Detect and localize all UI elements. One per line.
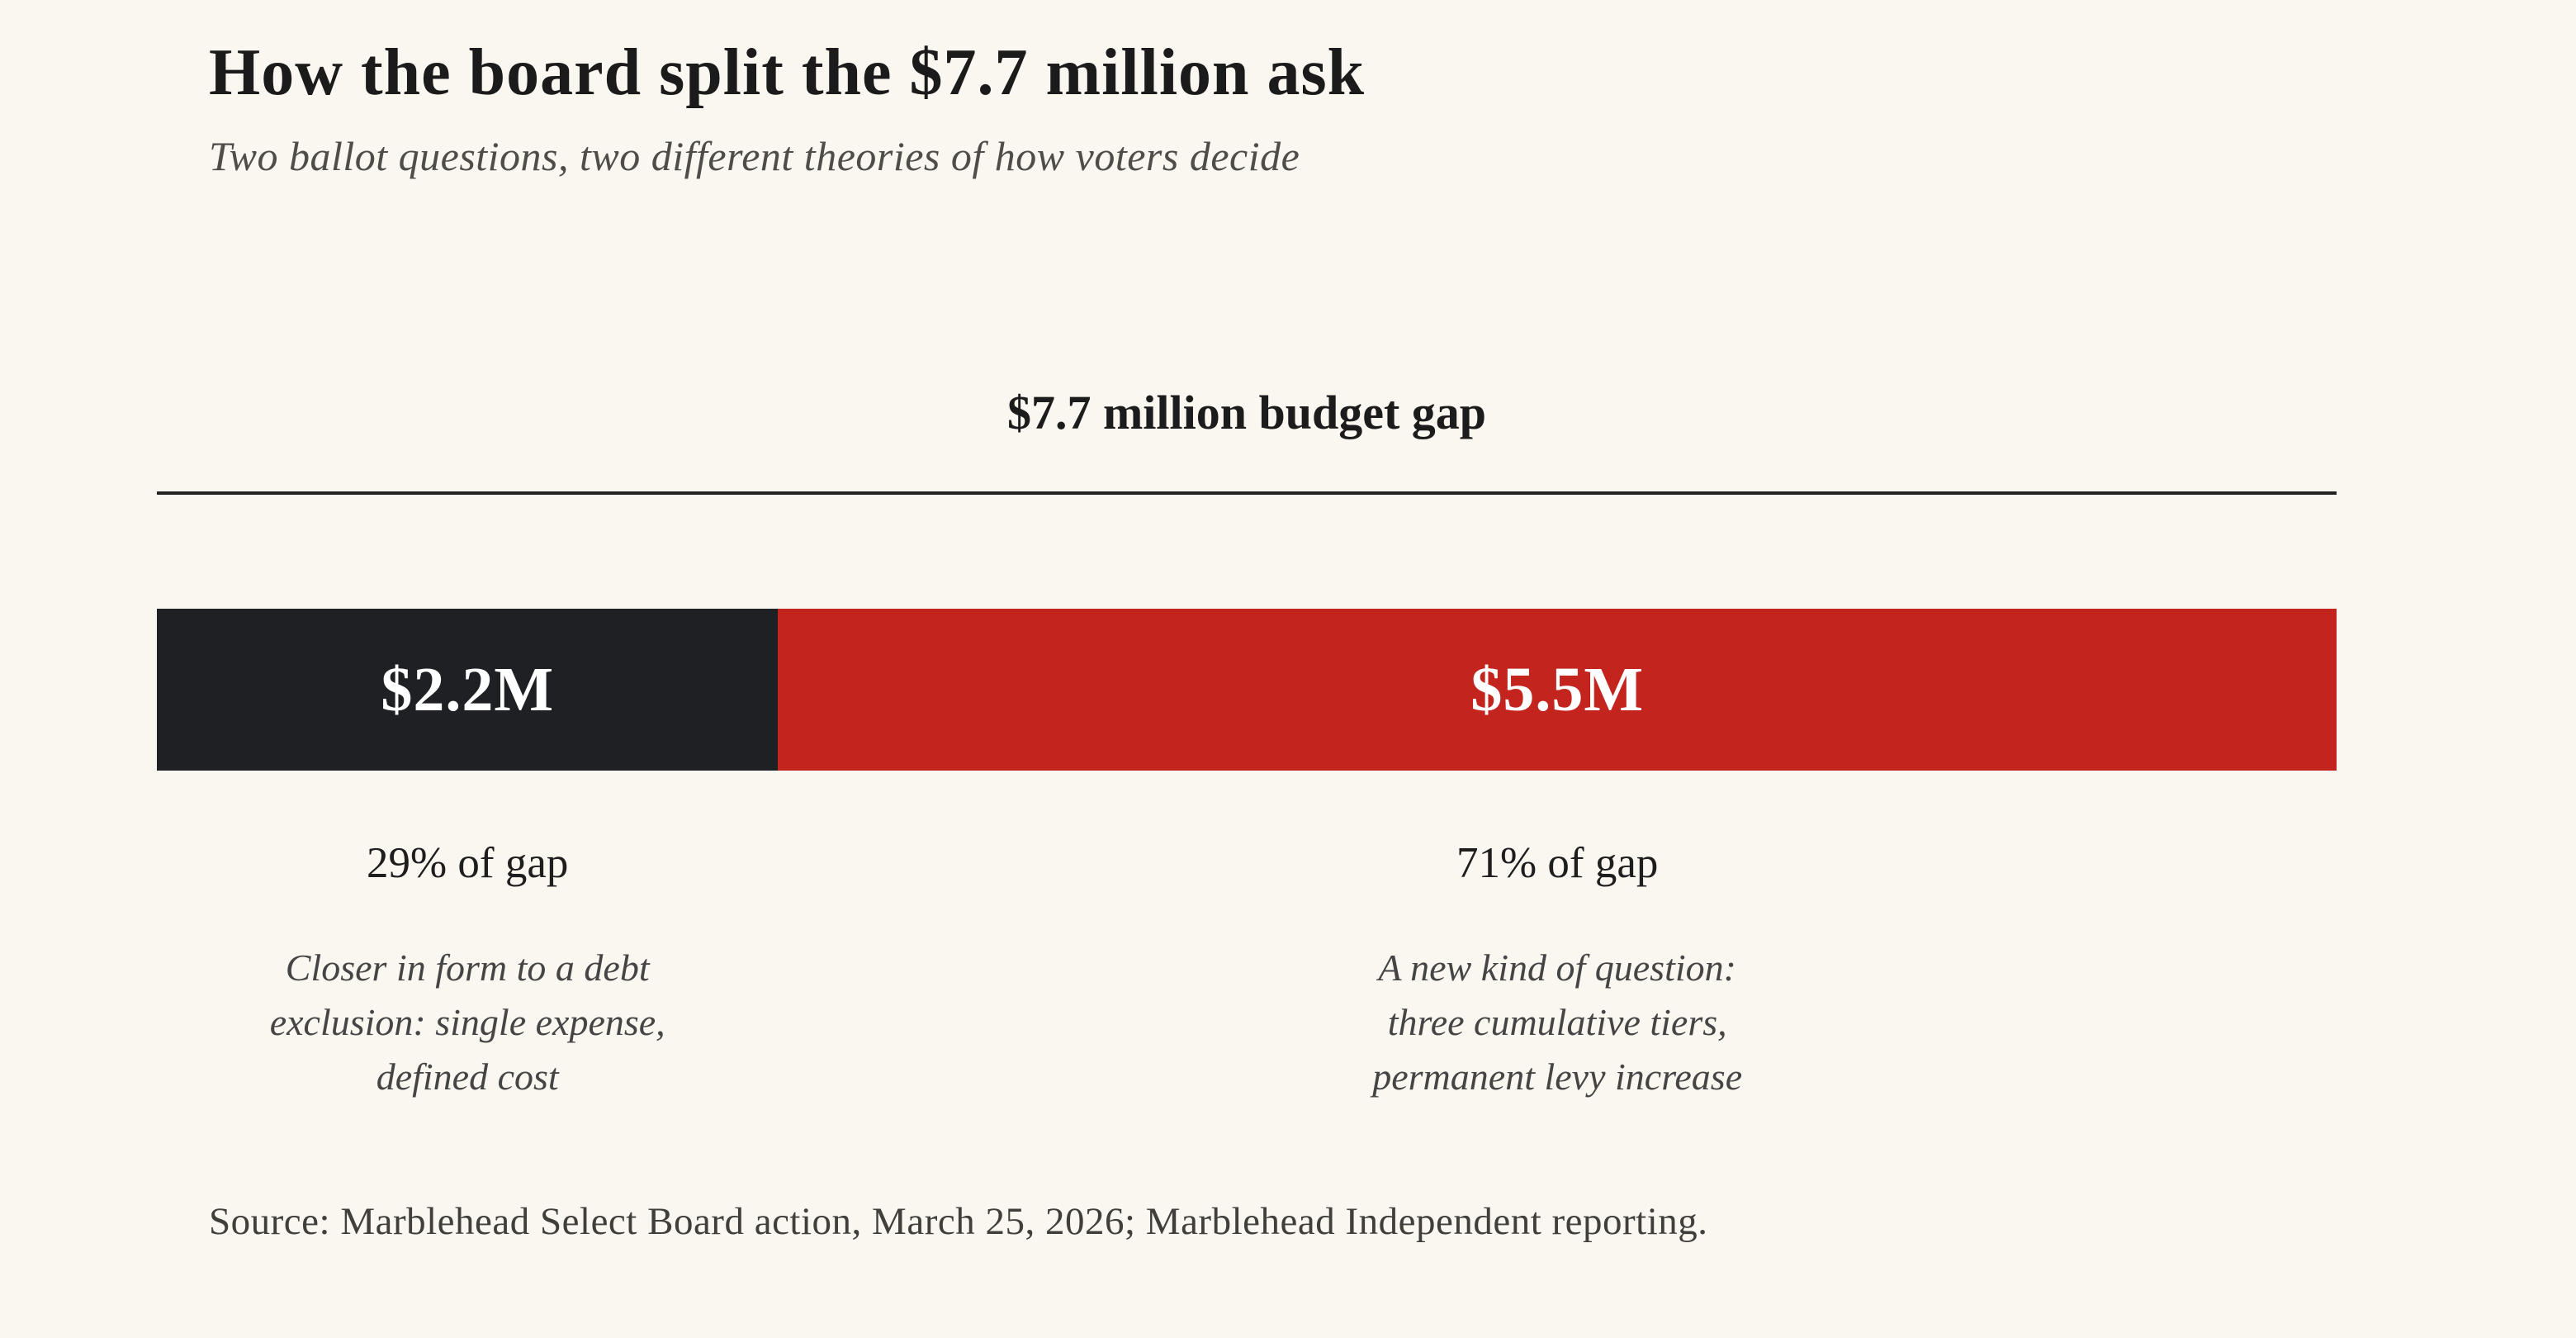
caption-q1: Closer in form to a debt exclusion: sing…	[269, 947, 665, 1098]
percent-label-q2: 71% of gap	[1456, 839, 1659, 887]
percent-label-q1: 29% of gap	[367, 839, 569, 887]
bar-segment-q1: $2.2M	[157, 609, 779, 771]
page-subtitle: Two ballot questions, two different theo…	[209, 133, 1300, 179]
stacked-bar-chart: $7.7 million budget gap $2.2M $5.5M 29% …	[157, 385, 2337, 1103]
chart-footer: Source: Marblehead Select Board action, …	[209, 1199, 1708, 1244]
bar-segment-q2-value-label: $5.5M	[1470, 654, 1645, 724]
bar-axis-label: $7.7 million budget gap	[1006, 386, 1487, 439]
source-note: Source: Marblehead Select Board action, …	[209, 1200, 1708, 1243]
bar-segment-q2: $5.5M	[778, 609, 2337, 771]
stacked-bar: $2.2M $5.5M	[157, 609, 2337, 771]
caption-q2: A new kind of question: three cumulative…	[1372, 947, 1743, 1098]
axis-divider-line	[157, 491, 2337, 495]
caption-row: Closer in form to a debt exclusion: sing…	[157, 941, 2337, 1103]
bar-segment-q1-value-label: $2.2M	[381, 654, 555, 724]
chart-header: How the board split the $7.7 million ask…	[0, 0, 2576, 180]
percent-label-row: 29% of gap 71% of gap	[157, 838, 2337, 888]
page-title: How the board split the $7.7 million ask	[209, 36, 1366, 109]
